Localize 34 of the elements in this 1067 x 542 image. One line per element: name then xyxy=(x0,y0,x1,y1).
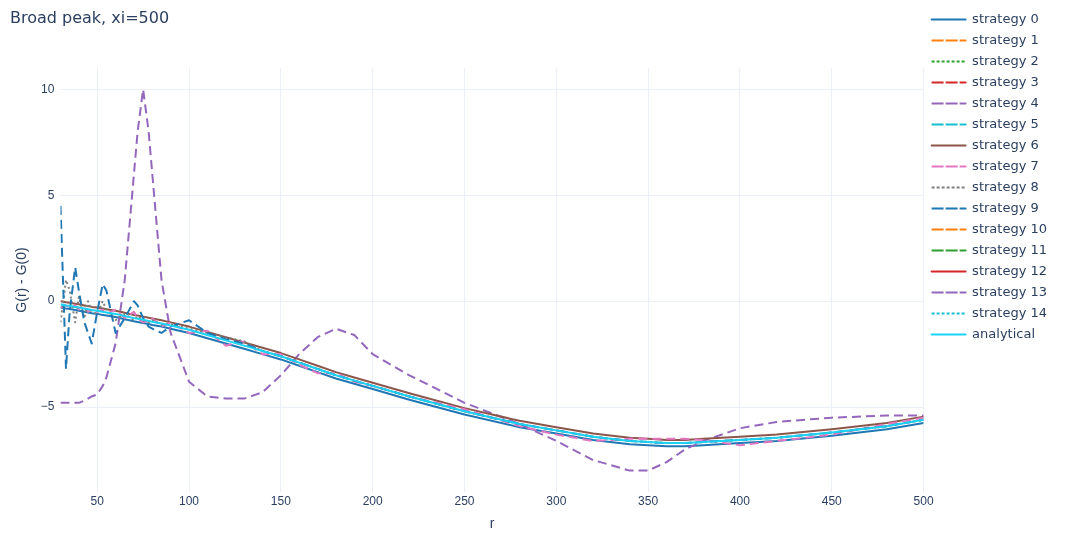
legend-label: strategy 4 xyxy=(972,94,1039,110)
legend-label: strategy 9 xyxy=(972,199,1039,215)
legend-label: strategy 1 xyxy=(972,31,1039,47)
y-tick-label: 5 xyxy=(47,187,55,202)
chart-title: Broad peak, xi=500 xyxy=(10,7,170,27)
legend-label: strategy 10 xyxy=(972,220,1048,236)
legend-label: strategy 12 xyxy=(972,262,1048,278)
legend-label: analytical xyxy=(972,325,1036,341)
x-axis-title: r xyxy=(489,515,495,532)
y-tick-label: 10 xyxy=(41,81,55,96)
x-tick-label: 350 xyxy=(638,494,659,509)
legend-label: strategy 7 xyxy=(972,157,1039,173)
legend-label: strategy 6 xyxy=(972,136,1039,152)
y-tick-label: −5 xyxy=(40,399,55,414)
x-tick-label: 300 xyxy=(546,494,567,509)
y-tick-label: 0 xyxy=(47,293,55,308)
x-tick-label: 50 xyxy=(90,494,105,509)
legend-label: strategy 11 xyxy=(972,241,1048,257)
x-tick-label: 150 xyxy=(270,494,292,509)
line-series xyxy=(60,88,924,472)
x-tick-label: 500 xyxy=(913,494,934,509)
legend-label: strategy 13 xyxy=(972,283,1048,299)
y-axis-title: G(r) - G(0) xyxy=(13,247,30,313)
legend-label: strategy 2 xyxy=(972,52,1039,68)
legend-label: strategy 0 xyxy=(972,10,1039,26)
x-tick-label: 200 xyxy=(362,494,384,509)
x-tick-label: 400 xyxy=(729,494,751,509)
x-tick-label: 250 xyxy=(454,494,475,509)
legend-label: strategy 3 xyxy=(972,73,1039,89)
legend-label: strategy 8 xyxy=(972,178,1039,194)
x-tick-label: 450 xyxy=(821,494,843,509)
legend-label: strategy 5 xyxy=(972,115,1039,131)
legend-label: strategy 14 xyxy=(972,304,1048,320)
x-tick-label: 100 xyxy=(179,494,200,509)
